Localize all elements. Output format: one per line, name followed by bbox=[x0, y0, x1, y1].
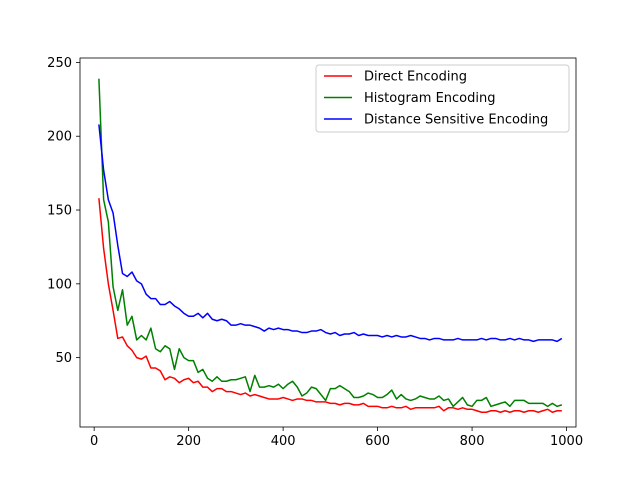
legend-label: Histogram Encoding bbox=[364, 91, 495, 106]
series-line-2 bbox=[98, 78, 563, 408]
x-tick-label: 400 bbox=[271, 434, 296, 449]
x-tick-label: 1000 bbox=[550, 434, 583, 449]
y-tick-label: 100 bbox=[47, 277, 72, 292]
series-line-1 bbox=[98, 198, 562, 413]
legend-label: Distance Sensitive Encoding bbox=[364, 113, 548, 128]
x-tick-label: 600 bbox=[365, 434, 390, 449]
x-tick-label: 800 bbox=[460, 434, 485, 449]
y-tick-label: 200 bbox=[47, 130, 72, 145]
y-tick-label: 250 bbox=[47, 56, 72, 71]
axes-frame bbox=[79, 57, 577, 428]
axes: 0 200 400 600 800 1000 50 100 150 200 250 bbox=[47, 56, 583, 449]
x-tick-label: 200 bbox=[176, 434, 201, 449]
legend-label: Direct Encoding bbox=[364, 70, 467, 85]
plot-area bbox=[98, 78, 563, 413]
legend-box bbox=[315, 64, 570, 133]
y-tick-label: 150 bbox=[47, 204, 72, 219]
x-tick-label: 0 bbox=[90, 434, 98, 449]
y-tick-label: 50 bbox=[55, 351, 72, 366]
series-line-3 bbox=[98, 124, 563, 343]
legend: Direct Encoding Histogram Encoding Distanc… bbox=[315, 64, 570, 133]
